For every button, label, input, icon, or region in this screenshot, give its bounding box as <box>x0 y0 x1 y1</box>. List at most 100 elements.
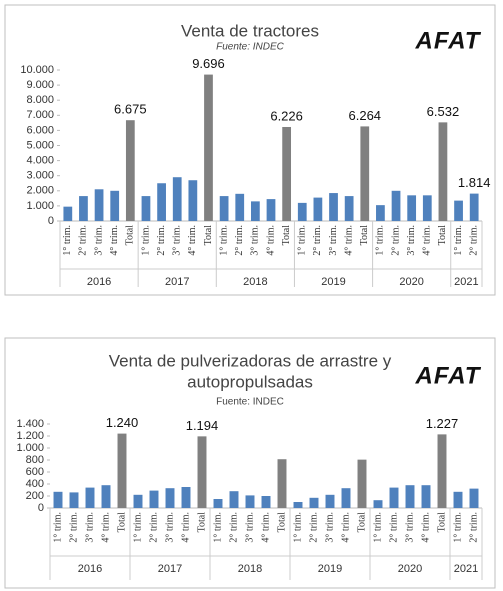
bar <box>149 490 159 508</box>
x-tick-label: 1° trim. <box>62 225 73 256</box>
x-tick-label: 3° trim. <box>250 225 261 256</box>
bar <box>141 196 151 221</box>
group-label: 2016 <box>87 276 111 288</box>
bar <box>373 500 383 508</box>
data-label: 9.696 <box>192 56 225 71</box>
bar <box>438 122 448 221</box>
chart-title: autopropulsadas <box>187 372 313 391</box>
bar <box>341 488 351 508</box>
bar <box>405 485 415 508</box>
x-tick-label: Total <box>436 512 447 533</box>
y-tick-label: 8.000 <box>26 94 54 106</box>
data-label: 1.227 <box>426 416 459 431</box>
x-tick-label: 1° trim. <box>212 512 223 543</box>
data-label: 1.194 <box>186 418 219 433</box>
group-label: 2018 <box>243 276 267 288</box>
data-label: 6.532 <box>427 104 460 119</box>
bar <box>325 494 335 508</box>
x-tick-label: 4° trim. <box>265 225 276 256</box>
x-tick-label: Total <box>359 225 370 246</box>
bar <box>389 487 399 508</box>
x-tick-label: 2° trim. <box>390 225 401 256</box>
x-tick-label: 2° trim. <box>308 512 319 543</box>
bar <box>282 126 292 221</box>
y-tick-label: 800 <box>26 454 44 466</box>
bar <box>157 183 166 221</box>
bar <box>85 487 95 508</box>
bar <box>357 459 367 508</box>
bar <box>117 433 127 508</box>
x-tick-label: 3° trim. <box>93 225 104 256</box>
y-tick-label: 1.400 <box>16 418 44 430</box>
bar <box>213 499 223 508</box>
x-tick-label: 4° trim. <box>260 512 271 543</box>
x-tick-label: Total <box>125 225 136 246</box>
bar <box>53 491 63 508</box>
x-tick-label: 2° trim. <box>148 512 159 543</box>
x-tick-label: 1° trim. <box>140 225 151 256</box>
bar <box>391 190 401 221</box>
bar <box>133 494 143 508</box>
chart-frame <box>4 337 496 589</box>
x-tick-label: 4° trim. <box>100 512 111 543</box>
bar <box>293 502 303 508</box>
x-tick-label: 1° trim. <box>132 512 143 543</box>
bar <box>69 492 79 508</box>
group-label: 2020 <box>399 276 423 288</box>
bar <box>329 193 338 221</box>
x-tick-label: Total <box>437 225 448 246</box>
x-tick-label: 1° trim. <box>452 512 463 543</box>
bar <box>277 459 287 508</box>
x-tick-label: 2° trim. <box>228 512 239 543</box>
x-tick-label: 4° trim. <box>109 225 120 256</box>
x-tick-label: 2° trim. <box>468 225 479 256</box>
y-tick-label: 7.000 <box>26 109 54 121</box>
data-label: 1.814 <box>458 175 491 190</box>
x-tick-label: 3° trim. <box>328 225 339 256</box>
bar <box>453 491 463 508</box>
y-tick-label: 4.000 <box>26 155 54 167</box>
x-tick-label: 3° trim. <box>244 512 255 543</box>
bar <box>219 196 229 221</box>
bar <box>313 197 323 221</box>
x-tick-label: 4° trim. <box>180 512 191 543</box>
x-tick-label: 4° trim. <box>187 225 198 256</box>
x-tick-label: 3° trim. <box>172 225 183 256</box>
group-label: 2018 <box>238 563 262 575</box>
x-tick-label: 1° trim. <box>218 225 229 256</box>
x-tick-label: 4° trim. <box>340 512 351 543</box>
x-tick-label: 2° trim. <box>78 225 89 256</box>
bar <box>250 201 260 221</box>
y-tick-label: 1.000 <box>26 200 54 212</box>
x-tick-label: 3° trim. <box>406 225 417 256</box>
x-tick-label: Total <box>203 225 214 246</box>
bar <box>421 485 431 508</box>
x-tick-label: 2° trim. <box>468 512 479 543</box>
bar <box>407 195 417 221</box>
x-tick-label: 1° trim. <box>292 512 303 543</box>
group-label: 2021 <box>454 276 478 288</box>
x-tick-label: 4° trim. <box>343 225 354 256</box>
y-tick-label: 1.000 <box>16 442 44 454</box>
bar <box>344 196 354 221</box>
logo: AFAT <box>415 362 482 389</box>
bar <box>101 485 111 508</box>
x-tick-label: 3° trim. <box>84 512 95 543</box>
x-tick-label: Total <box>281 225 292 246</box>
bar <box>181 487 191 508</box>
y-tick-label: 1.200 <box>16 430 44 442</box>
bar <box>309 497 319 508</box>
bar <box>94 189 104 221</box>
data-label: 1.240 <box>106 415 139 430</box>
x-tick-label: 3° trim. <box>404 512 415 543</box>
data-label: 6.264 <box>349 108 382 123</box>
bar <box>266 199 276 221</box>
y-tick-label: 3.000 <box>26 170 54 182</box>
bar <box>245 495 255 508</box>
y-tick-label: 6.000 <box>26 124 54 136</box>
y-tick-label: 2.000 <box>26 185 54 197</box>
group-label: 2020 <box>398 563 422 575</box>
chart-subtitle: Fuente: INDEC <box>216 397 284 408</box>
chart-subtitle: Fuente: INDEC <box>216 42 285 53</box>
